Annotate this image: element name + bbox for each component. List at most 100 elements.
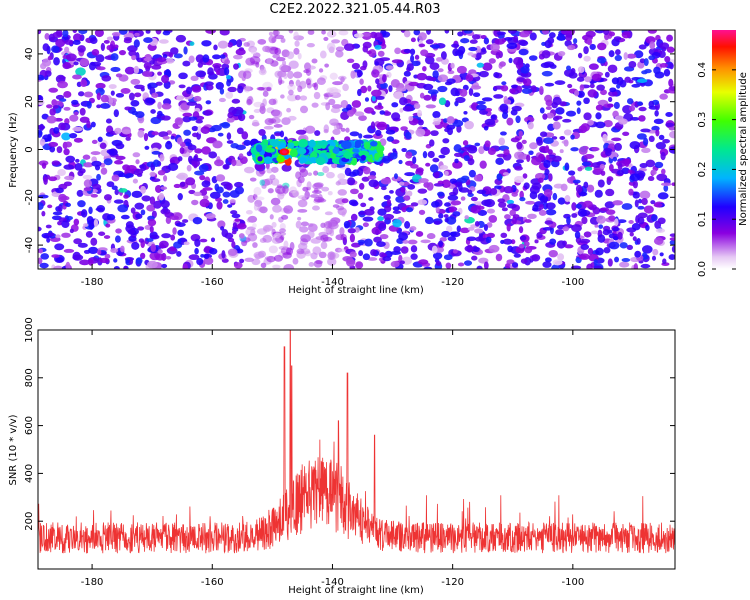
heatmap-cell xyxy=(326,171,335,179)
heatmap-cell xyxy=(80,79,88,88)
heatmap-cell xyxy=(648,55,656,61)
heatmap-cell xyxy=(532,204,539,212)
heatmap-cell xyxy=(216,69,221,76)
heatmap-cell xyxy=(306,43,315,48)
heatmap-cell xyxy=(147,219,157,227)
heatmap-cell xyxy=(337,189,348,196)
heatmap-cell xyxy=(162,53,168,59)
heatmap-cell xyxy=(614,256,620,263)
heatmap-cell xyxy=(56,146,63,154)
heatmap-cell xyxy=(522,173,528,179)
heatmap-cell xyxy=(209,191,221,199)
heatmap-cell xyxy=(545,154,550,161)
x-tick-label: -180 xyxy=(81,577,104,588)
heatmap-cell xyxy=(364,238,373,247)
heatmap-cell xyxy=(629,232,634,237)
heatmap-cell xyxy=(666,34,673,42)
heatmap-cell xyxy=(383,213,395,221)
heatmap-cell xyxy=(414,54,420,60)
heatmap-cell xyxy=(114,127,122,135)
heatmap-cell xyxy=(460,146,470,151)
heatmap-cell xyxy=(106,36,114,41)
heatmap-cell xyxy=(545,202,556,210)
heatmap-cell xyxy=(660,151,666,161)
heatmap-cell xyxy=(49,145,56,153)
heatmap-cell xyxy=(38,30,42,35)
heatmap-cell xyxy=(595,112,602,120)
heatmap-cell xyxy=(523,241,530,247)
heatmap-cell xyxy=(500,239,505,245)
heatmap-cell xyxy=(63,91,72,98)
heatmap-cell xyxy=(283,263,295,269)
heatmap-cell xyxy=(608,90,618,97)
heatmap-cell xyxy=(415,231,424,237)
heatmap-cell xyxy=(417,119,424,126)
heatmap-cell xyxy=(320,234,329,242)
heatmap-cell xyxy=(51,160,61,166)
heatmap-cell xyxy=(155,253,165,261)
heatmap-cell xyxy=(608,215,616,222)
heatmap-cell xyxy=(72,126,83,132)
heatmap-cell xyxy=(449,178,458,184)
heatmap-cell xyxy=(350,213,358,222)
heatmap-cell xyxy=(510,84,519,89)
heatmap-cell xyxy=(429,164,439,173)
heatmap-cell xyxy=(297,85,303,93)
heatmap-cell xyxy=(230,210,238,215)
heatmap-cell xyxy=(351,100,362,108)
heatmap-cell xyxy=(543,61,555,68)
heatmap-cell xyxy=(69,114,79,122)
heatmap-cell xyxy=(455,181,463,187)
heatmap-cell xyxy=(399,107,404,113)
heatmap-cell xyxy=(308,139,316,148)
heatmap-cell xyxy=(502,172,510,176)
heatmap-cell xyxy=(227,42,233,48)
heatmap-cell xyxy=(127,229,136,235)
heatmap-cell xyxy=(339,227,345,236)
heatmap-cell xyxy=(96,92,101,101)
colorbar-tick-label: 0.2 xyxy=(697,161,708,177)
heatmap-cell xyxy=(238,113,246,122)
heatmap-cell xyxy=(177,156,183,162)
heatmap-cell xyxy=(71,99,79,105)
heatmap-cell xyxy=(577,52,583,59)
heatmap-cell xyxy=(83,187,92,192)
heatmap-cell xyxy=(454,49,464,57)
heatmap-cell xyxy=(641,147,651,154)
heatmap-cell xyxy=(128,92,135,101)
heatmap-cell xyxy=(648,135,655,143)
heatmap-cell xyxy=(274,47,282,56)
heatmap-cell xyxy=(340,99,349,109)
heatmap-cell xyxy=(151,150,161,155)
heatmap-cell xyxy=(89,36,98,45)
heatmap-cell xyxy=(595,104,603,111)
heatmap-cell xyxy=(399,260,405,265)
heatmap-cell xyxy=(500,232,508,239)
heatmap-cell xyxy=(358,241,364,246)
heatmap-cell xyxy=(144,145,150,150)
heatmap-cell xyxy=(78,91,85,97)
heatmap-cell xyxy=(185,177,196,186)
heatmap-cell xyxy=(385,129,396,135)
heatmap-cell xyxy=(404,221,411,229)
heatmap-cell xyxy=(636,78,648,83)
heatmap-cell xyxy=(249,177,257,182)
heatmap-cell xyxy=(212,54,221,60)
heatmap-cell xyxy=(349,131,360,137)
heatmap-cell xyxy=(77,200,86,208)
heatmap-cell xyxy=(453,144,462,153)
heatmap-cell xyxy=(446,216,457,225)
heatmap-cell xyxy=(142,71,153,78)
heatmap-cell xyxy=(637,198,643,204)
heatmap-cell xyxy=(405,151,413,159)
heatmap-cell xyxy=(386,199,392,206)
heatmap-cell xyxy=(151,92,159,98)
heatmap-cell xyxy=(623,52,628,60)
heatmap-cell xyxy=(159,39,169,44)
heatmap-cell xyxy=(341,211,346,217)
heatmap-cell xyxy=(604,201,615,209)
heatmap-cell xyxy=(75,67,86,76)
heatmap-cell xyxy=(254,162,265,171)
heatmap-cell xyxy=(470,205,481,214)
